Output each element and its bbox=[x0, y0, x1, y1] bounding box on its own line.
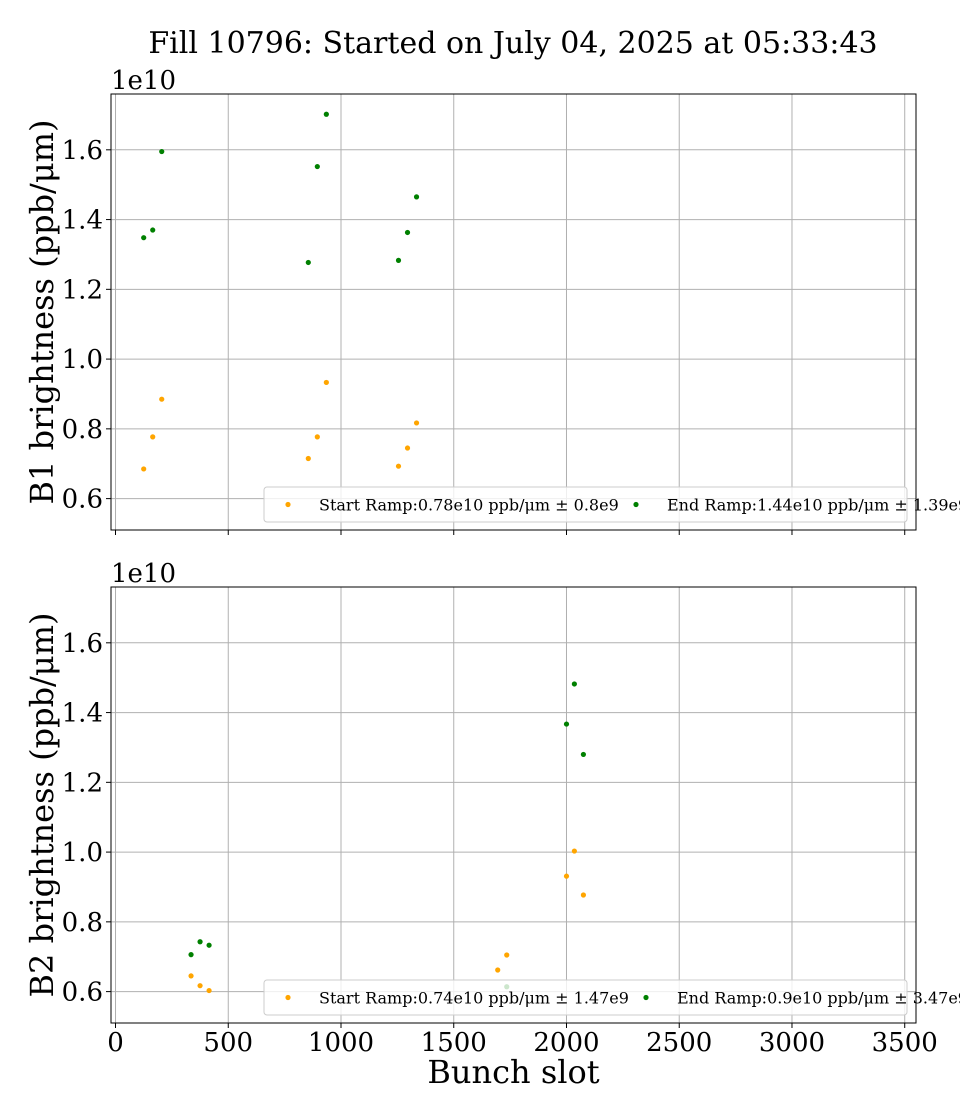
data-point-end-ramp bbox=[580, 751, 587, 758]
data-point-end-ramp bbox=[314, 163, 320, 170]
b2-brightness-panel: 0 500 1000 1500 2000 2500 3000 3500 0.6 0.8 1.0 1.2… bbox=[23, 559, 960, 1091]
x-tick-label: 0 bbox=[107, 1028, 124, 1058]
data-point-start-ramp bbox=[150, 434, 156, 440]
y-tick-label: 1.6 bbox=[62, 136, 103, 166]
x-tick-label: 3500 bbox=[872, 1028, 938, 1058]
data-point-start-ramp bbox=[159, 396, 165, 402]
data-point-end-ramp bbox=[206, 942, 212, 948]
x-tick-label: 2500 bbox=[646, 1028, 712, 1058]
data-point-start-ramp bbox=[314, 434, 320, 440]
y-tick-label: 1.0 bbox=[62, 345, 103, 375]
y-tick-label: 0.6 bbox=[62, 978, 103, 1008]
y-offset-label: 1e10 bbox=[111, 559, 176, 589]
data-point-start-ramp bbox=[188, 973, 194, 979]
legend-label: Start Ramp:0.78e10 ppb/μm ± 0.8e9 bbox=[319, 496, 619, 515]
x-axis-label: Bunch slot bbox=[427, 1053, 599, 1091]
y-tick-label: 0.8 bbox=[62, 415, 103, 445]
data-point-end-ramp bbox=[141, 235, 147, 241]
data-point-start-ramp bbox=[495, 967, 501, 973]
legend-marker bbox=[285, 501, 291, 508]
data-point-start-ramp bbox=[563, 873, 570, 879]
data-point-start-ramp bbox=[305, 455, 311, 462]
legend: Start Ramp:0.74e10 ppb/μm ± 1.47e9 End Ra… bbox=[263, 979, 960, 1016]
data-point-start-ramp bbox=[395, 463, 402, 469]
data-point-end-ramp bbox=[150, 227, 156, 233]
y-tick-label: 1.2 bbox=[62, 275, 103, 305]
y-axis-label: B2 brightness (ppb/μm) bbox=[23, 613, 61, 998]
data-point-start-ramp bbox=[404, 445, 411, 451]
x-tick-label: 1000 bbox=[308, 1028, 374, 1058]
figure-title: Fill 10796: Started on July 04, 2025 at … bbox=[148, 26, 877, 61]
data-point-end-ramp bbox=[563, 721, 570, 727]
legend-marker bbox=[285, 994, 291, 1001]
legend: Start Ramp:0.78e10 ppb/μm ± 0.8e9 End Ram… bbox=[263, 486, 960, 523]
data-point-start-ramp bbox=[141, 466, 147, 472]
data-point-end-ramp bbox=[197, 939, 203, 945]
data-point-end-ramp bbox=[571, 681, 577, 687]
data-point-end-ramp bbox=[305, 259, 311, 266]
axes-frame bbox=[110, 93, 917, 531]
axes-frame bbox=[110, 586, 917, 1024]
data-point-start-ramp bbox=[580, 892, 587, 898]
data-point-start-ramp bbox=[413, 420, 420, 426]
legend-label: End Ramp:1.44e10 ppb/μm ± 1.39e9 bbox=[667, 496, 960, 515]
data-point-end-ramp bbox=[188, 952, 194, 958]
x-tick-label: 2000 bbox=[533, 1028, 599, 1058]
legend-marker bbox=[633, 501, 639, 508]
y-tick-label: 1.2 bbox=[62, 768, 103, 798]
data-point-start-ramp bbox=[206, 987, 212, 994]
y-tick-label: 1.4 bbox=[62, 206, 103, 236]
y-offset-label: 1e10 bbox=[111, 66, 176, 96]
legend-frame bbox=[263, 486, 908, 523]
data-point-end-ramp bbox=[323, 111, 329, 117]
data-point-start-ramp bbox=[323, 379, 329, 386]
y-tick-label: 0.8 bbox=[62, 908, 103, 938]
legend-label: End Ramp:0.9e10 ppb/μm ± 3.47e9 bbox=[677, 989, 960, 1008]
y-tick-label: 1.0 bbox=[62, 838, 103, 868]
x-tick-label: 1500 bbox=[421, 1028, 487, 1058]
data-point-end-ramp bbox=[395, 257, 402, 263]
data-point-end-ramp bbox=[404, 229, 411, 236]
data-point-end-ramp bbox=[413, 194, 420, 200]
b1-brightness-panel: 0.6 0.8 1.0 1.2 1.4 1.6 1e10 B1 brightness (ppb… bbox=[23, 66, 960, 535]
y-tick-label: 1.4 bbox=[62, 699, 103, 729]
legend-frame bbox=[263, 979, 908, 1016]
data-point-start-ramp bbox=[571, 848, 577, 854]
data-point-start-ramp bbox=[504, 952, 510, 958]
x-tick-label: 500 bbox=[203, 1028, 253, 1058]
y-axis-label: B1 brightness (ppb/μm) bbox=[23, 120, 61, 505]
legend-label: Start Ramp:0.74e10 ppb/μm ± 1.47e9 bbox=[319, 989, 629, 1008]
data-point-start-ramp bbox=[197, 983, 203, 989]
y-tick-label: 1.6 bbox=[62, 629, 103, 659]
data-point-end-ramp bbox=[159, 148, 165, 155]
x-tick-label: 3000 bbox=[759, 1028, 825, 1058]
y-tick-label: 0.6 bbox=[62, 485, 103, 515]
legend-marker bbox=[643, 994, 649, 1001]
